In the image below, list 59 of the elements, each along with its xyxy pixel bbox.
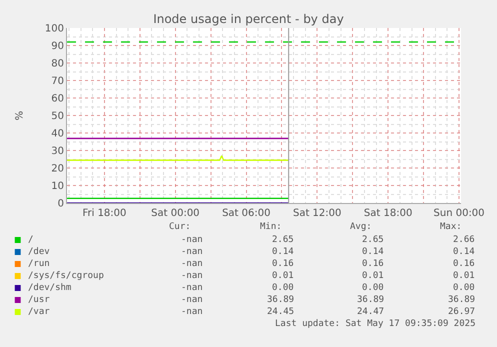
text: -nan xyxy=(181,271,203,281)
legend-label: /sys/fs/cgroup xyxy=(28,271,104,281)
y-tick-label: 0 xyxy=(58,198,64,210)
text: 36.89 xyxy=(448,295,476,305)
x-tick-label: Sat 18:00 xyxy=(364,208,412,219)
text: 24.45 xyxy=(267,307,294,317)
y-tick-label: 40 xyxy=(51,128,64,140)
text: -nan xyxy=(181,247,203,257)
y-tick-label: 60 xyxy=(51,94,64,104)
text: 0.14 xyxy=(272,247,294,257)
x-tick-label: Sat 00:00 xyxy=(151,208,200,219)
text: 36.89 xyxy=(357,295,384,305)
x-tick-label: Sat 12:00 xyxy=(292,208,342,219)
y-tick-label: 20 xyxy=(51,164,64,174)
text: Cur: xyxy=(169,222,191,232)
text: 2.66 xyxy=(453,235,475,245)
text: 2.65 xyxy=(362,235,384,245)
text: 24.47 xyxy=(357,307,384,317)
text: Min: xyxy=(260,222,282,232)
x-tick-label: Sun 00:00 xyxy=(434,208,485,219)
text: -nan xyxy=(181,235,203,245)
text: 26.97 xyxy=(448,307,476,317)
text: 0.01 xyxy=(272,271,294,281)
x-tick-label: Fri 18:00 xyxy=(82,208,126,219)
text: 0.00 xyxy=(362,283,384,293)
y-tick-label: 70 xyxy=(51,76,64,87)
text: 0.00 xyxy=(272,283,294,293)
text: -nan xyxy=(181,295,203,305)
chart-title: Inode usage in percent - by day xyxy=(153,12,344,26)
text: 2.65 xyxy=(272,235,294,245)
text: 0.14 xyxy=(362,247,384,257)
text: Max: xyxy=(440,222,462,232)
y-tick-label: 80 xyxy=(51,58,64,70)
y-tick-label: 90 xyxy=(51,41,64,52)
text: 0.16 xyxy=(272,259,294,269)
y-tick-label: 50 xyxy=(51,111,64,122)
text: 0.14 xyxy=(453,247,475,257)
text: -nan xyxy=(181,283,203,293)
y-tick-label: 10 xyxy=(51,181,64,192)
text: 0.01 xyxy=(453,271,475,281)
legend-label: /dev/shm xyxy=(28,283,72,293)
y-tick-label: 30 xyxy=(51,146,64,157)
text: Last update: Sat May 17 09:35:09 2025 xyxy=(275,319,476,329)
text: -nan xyxy=(181,259,203,269)
legend-label: /run xyxy=(28,259,50,269)
text: 0.16 xyxy=(453,259,475,269)
y-axis-title: % xyxy=(14,110,26,120)
y-tick-label: 100 xyxy=(44,24,64,34)
text: 36.89 xyxy=(267,295,294,305)
text: Avg: xyxy=(350,222,372,232)
text: 0.01 xyxy=(362,271,384,281)
text: 0.16 xyxy=(362,259,384,269)
x-tick-label: Sat 06:00 xyxy=(222,208,270,219)
legend-label: /var xyxy=(28,307,50,317)
text: 0.00 xyxy=(453,283,475,293)
text: -nan xyxy=(181,307,203,317)
legend-label: /dev xyxy=(28,247,50,257)
legend-label: / xyxy=(28,235,34,245)
legend-label: /usr xyxy=(28,295,50,305)
